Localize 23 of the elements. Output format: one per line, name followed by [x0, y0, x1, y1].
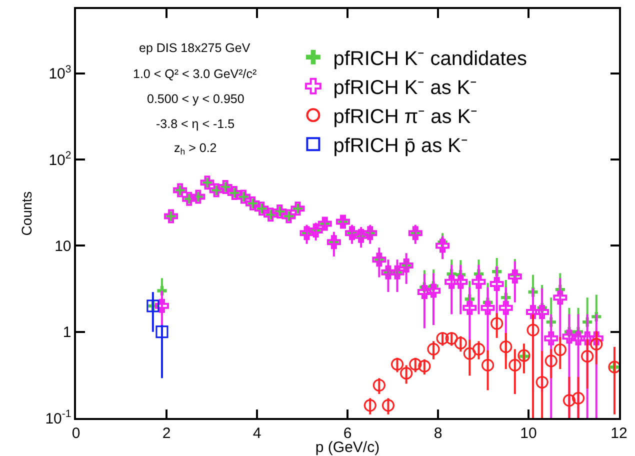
legend-label: pfRICH p̄ as K⁻ — [333, 134, 468, 157]
y-tick-label: 10 — [54, 238, 72, 255]
legend-label: pfRICH π⁻ as K⁻ — [333, 106, 478, 128]
y-axis-title: Counts — [18, 191, 34, 236]
x-tick-label: 12 — [610, 424, 628, 442]
x-tick-label: 2 — [162, 424, 171, 442]
annotation: -3.8 < η < -1.5 — [156, 117, 235, 131]
y-tick-label: 10$^{2}$ — [48, 150, 72, 169]
y-tick-label: 1 — [62, 324, 72, 342]
x-tick-label: 0 — [72, 424, 80, 442]
x-axis-title: p (GeV/c) — [315, 439, 380, 456]
x-tick-label: 10 — [520, 424, 537, 442]
x-tick-label: 6 — [343, 424, 352, 442]
legend-label: pfRICH K⁻ as K⁻ — [333, 76, 478, 99]
annotation: 1.0 < Q² < 3.0 GeV²/c² — [133, 67, 257, 81]
annotation: z$_{h}$ > 0.2 — [174, 141, 217, 157]
x-tick-label: 8 — [434, 424, 442, 442]
annotation: 0.500 < y < 0.950 — [147, 92, 244, 106]
x-tick-label: 4 — [252, 424, 262, 442]
annotation: ep DIS 18x275 GeV — [139, 41, 251, 55]
y-tick-label: 10$^{3}$ — [48, 63, 72, 83]
y-tick-label: 10$^{-1}$ — [45, 408, 72, 428]
legend-label: pfRICH K⁻ candidates — [333, 48, 527, 70]
